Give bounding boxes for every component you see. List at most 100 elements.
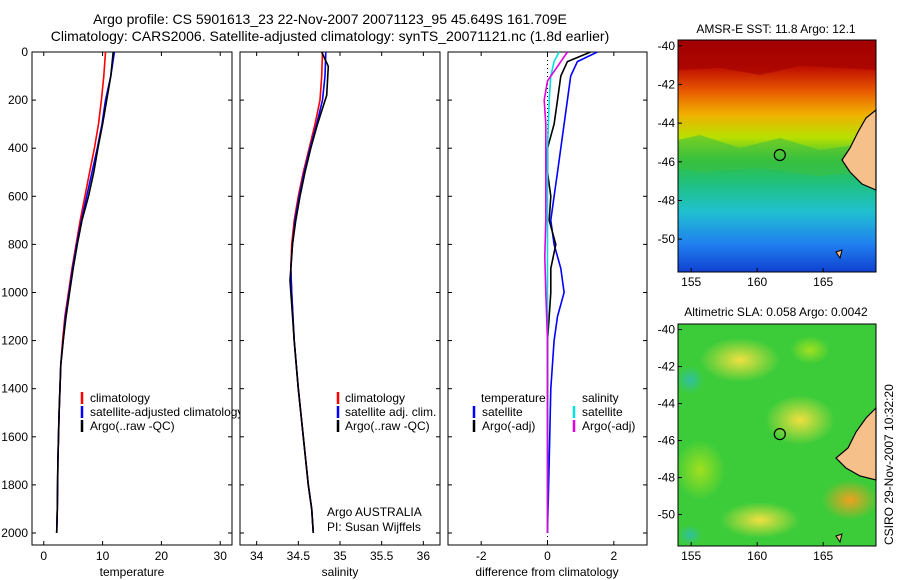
sla-blob [700, 338, 780, 382]
sst-map: AMSR-E SST: 11.8 Argo: 12.1 155 160 165 -40… [658, 22, 877, 289]
temperature-xlabel: temperature [100, 565, 165, 579]
map-y-tick-label: -48 [658, 471, 676, 485]
chart-title-line2: Climatology: CARS2006. Satellite-adjuste… [50, 28, 610, 44]
sla-blob [676, 366, 704, 394]
difference-series [543, 51, 598, 545]
map-y-tick-label: -42 [658, 360, 676, 374]
map-y-tick-label: -50 [658, 508, 676, 522]
sst-map-ticks: 155 160 165 -40 -42 -44 -46 -48 -50 [658, 39, 834, 289]
x-tick-label: 35 [333, 549, 347, 563]
map-y-tick-label: -50 [658, 232, 676, 246]
sst-argo-marker [773, 148, 786, 162]
map-y-tick-label: -48 [658, 193, 676, 207]
annotation-pi: PI: Susan Wijffels [327, 520, 421, 534]
sla-blob [720, 502, 800, 538]
map-x-tick-label: 160 [747, 549, 767, 563]
map-y-tick-label: -44 [658, 397, 676, 411]
map-y-tick-label: -40 [658, 39, 676, 53]
sla-blob [822, 480, 878, 520]
legend-label-satellite: satellite-adjusted climatology [90, 405, 243, 419]
sla-map-ticks: 155 160 165 -40 -42 -44 -46 -48 -50 [658, 323, 834, 563]
sst-warm-band [678, 40, 876, 75]
sla-blob [675, 440, 725, 500]
legend-label-climatology: climatology [90, 391, 150, 405]
annotation-argo-australia: Argo AUSTRALIA [327, 505, 422, 519]
x-tick-label: 10 [96, 549, 110, 563]
difference-xlabel: difference from climatology [475, 565, 618, 579]
sla-map-title: Altimetric SLA: 0.058 Argo: 0.0042 [684, 305, 868, 319]
map-x-tick-label: 165 [813, 549, 833, 563]
x-tick-label: 34.5 [287, 549, 311, 563]
y-tick-label: 400 [8, 141, 28, 155]
sst-map-title: AMSR-E SST: 11.8 Argo: 12.1 [696, 22, 856, 36]
map-y-tick-label: -40 [658, 323, 676, 337]
map-x-tick-label: 165 [813, 275, 833, 289]
sla-land-newzealand [835, 406, 877, 481]
y-tick-label: 1000 [1, 285, 28, 299]
sla-map-frame [677, 323, 877, 547]
sst-land-newzealand [841, 108, 877, 191]
temperature-axes-frame [31, 51, 233, 546]
x-tick-label: 30 [214, 549, 228, 563]
sla-blob [765, 395, 835, 445]
legend-label-satellite: satellite adj. clim. [345, 405, 436, 419]
y-tick-label: 200 [8, 93, 28, 107]
series-line [546, 51, 598, 534]
x-tick-label: 36 [417, 549, 431, 563]
map-y-tick-label: -42 [658, 77, 676, 91]
x-tick-label: 34 [250, 549, 264, 563]
x-tick-label: -2 [476, 549, 487, 563]
y-tick-label: 1400 [1, 382, 28, 396]
salinity-panel: 34 34.5 35 35.5 36 salinity climatology sate… [239, 51, 441, 579]
difference-panel: -2 0 2 difference from climatology tempera… [447, 51, 648, 579]
x-tick-label: 35.5 [370, 549, 394, 563]
y-tick-label: 600 [8, 189, 28, 203]
map-x-tick-label: 155 [681, 275, 701, 289]
temperature-legend: climatology satellite-adjusted climatolo… [80, 391, 243, 433]
legend-label-sal-argo: Argo(-adj) [582, 419, 635, 433]
temperature-ticks: 0 10 20 30 0 200 400 600 800 1000 1200 1400 1600 1800… [1, 45, 232, 563]
chart-title-line1: Argo profile: CS 5901613_23 22-Nov-2007 … [93, 11, 567, 27]
legend-heading-temperature: temperature [481, 391, 546, 405]
y-tick-label: 1200 [1, 334, 28, 348]
series-line [543, 51, 569, 533]
y-tick-label: 2000 [1, 526, 28, 540]
sla-blob [790, 336, 830, 364]
legend-label-temp-satellite: satellite [482, 405, 523, 419]
salinity-xlabel: salinity [322, 565, 359, 579]
salinity-series [289, 51, 330, 534]
x-tick-label: 0 [40, 549, 47, 563]
legend-label-sal-satellite: satellite [582, 405, 623, 419]
series-line [55, 51, 114, 534]
difference-legend: temperature satellite Argo(-adj) salinit… [472, 391, 635, 433]
legend-heading-salinity: salinity [582, 391, 619, 405]
legend-label-climatology: climatology [345, 391, 405, 405]
sla-blob [678, 525, 702, 545]
sst-map-frame [677, 39, 877, 273]
sla-land-island [835, 533, 843, 544]
series-line [289, 51, 330, 534]
legend-label-temp-argo: Argo(-adj) [482, 419, 535, 433]
map-y-tick-label: -44 [658, 116, 676, 130]
y-tick-label: 1600 [1, 430, 28, 444]
salinity-legend: climatology satellite adj. clim. Argo(..… [336, 391, 436, 433]
y-tick-label: 1800 [1, 478, 28, 492]
sla-argo-marker [773, 428, 786, 441]
x-tick-label: 20 [155, 549, 169, 563]
sst-green-band [678, 135, 876, 176]
temperature-panel: 0 10 20 30 0 200 400 600 800 1000 1200 1400 1600 1800… [1, 45, 243, 579]
salinity-ticks: 34 34.5 35 35.5 36 [240, 51, 440, 563]
x-tick-label: 0 [544, 549, 551, 563]
map-y-tick-label: -46 [658, 434, 676, 448]
y-tick-label: 800 [8, 237, 28, 251]
x-tick-label: 2 [610, 549, 617, 563]
salinity-axes-frame [239, 51, 441, 546]
side-timestamp-label: CSIRO 29-Nov-2007 10:32:20 [882, 384, 896, 545]
sst-land-island [835, 249, 843, 260]
legend-label-argo: Argo(..raw -QC) [90, 419, 175, 433]
temperature-series [55, 51, 116, 534]
map-x-tick-label: 160 [747, 275, 767, 289]
difference-ticks: -2 0 2 [448, 51, 647, 563]
map-x-tick-label: 155 [681, 549, 701, 563]
